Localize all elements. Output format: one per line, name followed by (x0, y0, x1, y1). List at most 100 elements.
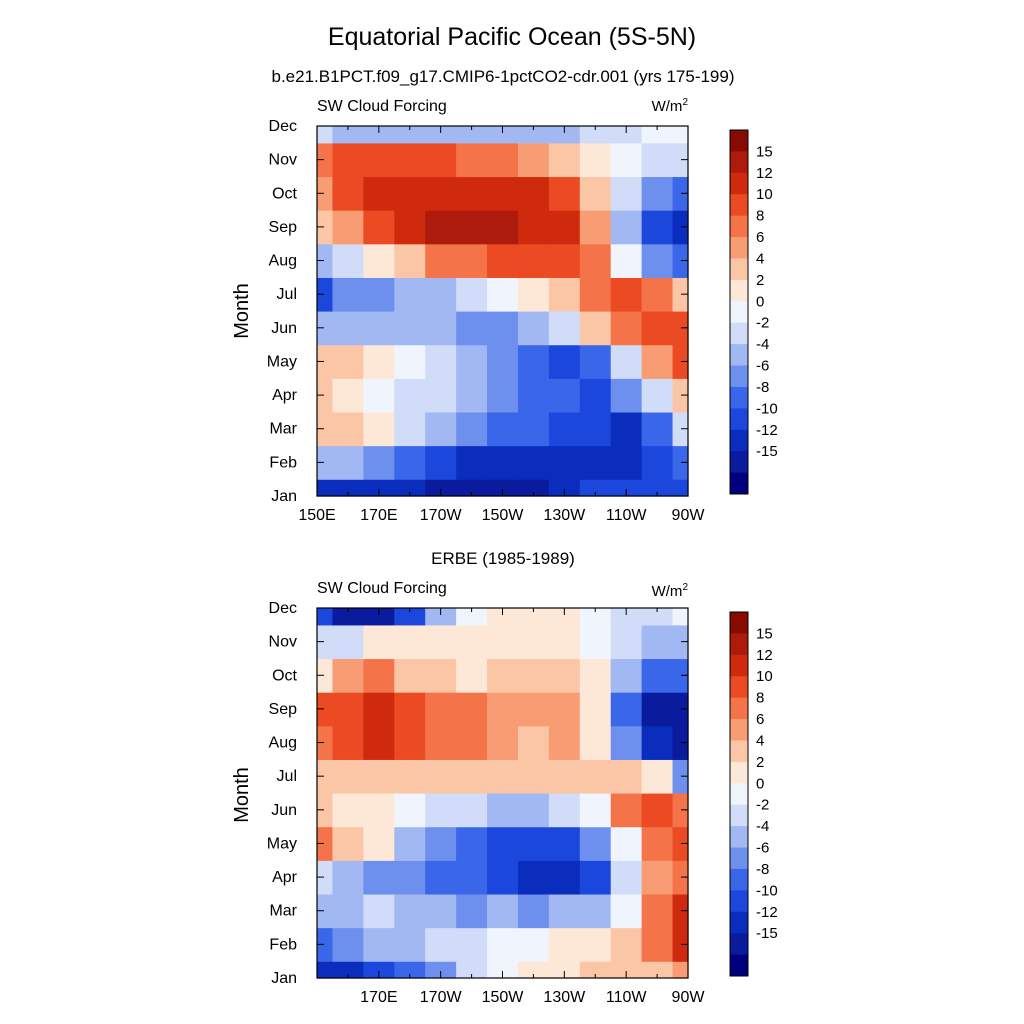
colorbar-swatch (730, 868, 748, 891)
heatmap-cell (317, 961, 334, 979)
heatmap-cell (487, 961, 519, 979)
heatmap-cell (425, 210, 457, 245)
heatmap-cell (548, 142, 581, 178)
heatmap-cell (456, 243, 488, 278)
heatmap-cell (425, 479, 457, 497)
heatmap-cell (641, 658, 674, 693)
heatmap-cell (517, 344, 550, 379)
y-tick-label: Oct (272, 185, 297, 202)
heatmap-cell (363, 277, 395, 312)
heatmap-cell (363, 243, 395, 278)
colorbar-swatch (730, 279, 748, 302)
colorbar-label: -2 (756, 797, 769, 814)
heatmap-cell (579, 692, 612, 727)
heatmap-cell (363, 176, 395, 211)
y-tick-label: Aug (269, 253, 297, 270)
heatmap-cell (425, 624, 457, 660)
heatmap-cell (641, 725, 674, 760)
panel-bottom-x-axis: 170E 170W 150W 130W 110W 90W (347, 608, 705, 1006)
heatmap-cell (548, 759, 581, 794)
heatmap-cell (332, 277, 364, 312)
colorbar-swatch (730, 258, 748, 281)
heatmap-cell (487, 142, 519, 178)
colorbar-swatch (730, 890, 748, 913)
colorbar-swatch (730, 215, 748, 238)
heatmap-cell (394, 826, 426, 861)
heatmap-cell (363, 210, 395, 245)
heatmap-cell (487, 658, 519, 693)
heatmap-cell (487, 210, 519, 245)
y-tick-label: Sep (269, 219, 298, 236)
heatmap-cell (641, 378, 674, 413)
heatmap-cell (363, 608, 395, 626)
y-tick-label: Feb (269, 454, 297, 471)
heatmap-cell (487, 725, 519, 760)
heatmap-cell (517, 624, 550, 660)
heatmap-cell (363, 445, 395, 480)
heatmap-cell (425, 927, 457, 962)
panel-bottom-units: W/m2 (652, 582, 689, 600)
heatmap-cell (317, 624, 334, 660)
heatmap-cell (641, 210, 674, 245)
heatmap-cell (517, 277, 550, 312)
colorbar-label: 2 (756, 754, 764, 771)
heatmap-cell (332, 961, 364, 979)
heatmap-cell (610, 608, 643, 626)
colorbar-swatch (730, 429, 748, 452)
heatmap-cell (517, 243, 550, 278)
colorbar-swatch (730, 172, 748, 195)
heatmap-cell (425, 344, 457, 379)
y-tick-label: Jan (271, 488, 297, 505)
heatmap-cell (456, 176, 488, 211)
heatmap-cell (456, 860, 488, 895)
heatmap-cell (456, 311, 488, 346)
heatmap-cell (517, 793, 550, 828)
heatmap-cell (487, 860, 519, 895)
heatmap-cell (363, 793, 395, 828)
heatmap-cell (317, 445, 334, 480)
heatmap-cell (579, 378, 612, 413)
panel-bottom-colorbar: 15 12 10 8 6 4 2 0 -2 -4 -6 -8 -10 -12 -15 (729, 611, 778, 977)
heatmap-cell (317, 927, 334, 962)
heatmap-cell (548, 893, 581, 929)
heatmap-cell (317, 142, 334, 178)
heatmap-cell (456, 479, 488, 497)
y-tick-label: Jun (271, 802, 297, 819)
heatmap-cell (610, 210, 643, 245)
heatmap-cell (317, 793, 334, 828)
heatmap-cell (456, 692, 488, 727)
heatmap-cell (548, 479, 581, 497)
heatmap-cell (548, 176, 581, 211)
heatmap-cell (363, 927, 395, 962)
colorbar-label: -4 (756, 336, 769, 353)
heatmap-cell (641, 860, 674, 895)
heatmap-cell (332, 658, 364, 693)
heatmap-cell (487, 759, 519, 794)
y-tick-label: Apr (272, 869, 298, 886)
heatmap-cell (610, 624, 643, 660)
heatmap-cell (641, 759, 674, 794)
heatmap-cell (672, 793, 689, 828)
x-tick-label: 150W (482, 989, 525, 1006)
heatmap-cell (456, 608, 488, 626)
panel-top-heatmap (316, 125, 689, 497)
heatmap-cell (394, 927, 426, 962)
heatmap-cell (548, 826, 581, 861)
heatmap-cell (487, 176, 519, 211)
panel-top-colorbar: 15 12 10 8 6 4 2 0 -2 -4 -6 -8 -10 -12 -15 (729, 129, 778, 495)
heatmap-cell (332, 311, 364, 346)
heatmap-cell (579, 725, 612, 760)
x-tick-label: 90W (672, 507, 706, 524)
heatmap-cell (517, 126, 550, 144)
heatmap-cell (487, 344, 519, 379)
colorbar-label: 6 (756, 229, 764, 246)
heatmap-cell (579, 759, 612, 794)
colorbar-swatch (730, 804, 748, 827)
heatmap-cell (579, 311, 612, 346)
figure-title: Equatorial Pacific Ocean (5S-5N) (328, 23, 696, 51)
heatmap-cell (548, 210, 581, 245)
heatmap-cell (425, 793, 457, 828)
heatmap-cell (579, 479, 612, 497)
heatmap-cell (425, 126, 457, 144)
heatmap-cell (579, 961, 612, 979)
